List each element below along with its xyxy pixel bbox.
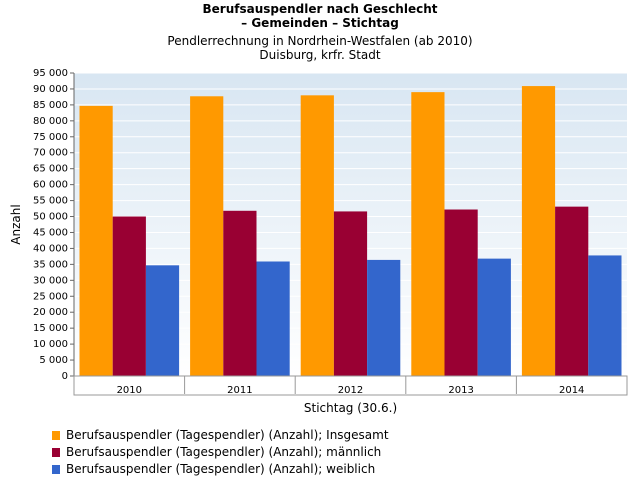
y-tick-label: 20 000	[33, 307, 68, 318]
chart-subtitle-line-1: Pendlerrechnung in Nordrhein-Westfalen (…	[167, 34, 473, 48]
bar-2012-s0	[300, 95, 334, 376]
bar-2010-s0	[79, 105, 113, 377]
y-tick-label: 40 000	[33, 243, 68, 254]
y-tick-label: 15 000	[33, 323, 68, 334]
legend-swatch-orange	[52, 430, 60, 440]
legend-label-maennlich: Berufsauspendler (Tagespendler) (Anzahl)…	[66, 445, 382, 459]
bar-2011-s1	[223, 210, 257, 376]
bar-2014-s0	[521, 86, 556, 376]
y-tick-label: 90 000	[33, 84, 68, 95]
x-tick-label: 2011	[227, 385, 252, 396]
y-tick-label: 70 000	[33, 148, 68, 159]
y-tick-label: 0	[62, 371, 68, 382]
y-tick-label: 80 000	[33, 116, 68, 127]
bar-2011-s2	[256, 261, 290, 376]
x-axis-band	[73, 375, 628, 396]
y-tick-label: 35 000	[33, 259, 68, 270]
bar-2010-s1	[112, 216, 146, 376]
x-tick-label: 2010	[117, 385, 142, 396]
bar-2013-s2	[477, 258, 511, 376]
y-tick-label: 5 000	[39, 355, 68, 366]
x-tick-label: 2012	[338, 385, 363, 396]
legend-item-weiblich: Berufsauspendler (Tagespendler) (Anzahl)…	[52, 462, 375, 476]
bar-2012-s2	[367, 259, 401, 376]
bar-2013-s1	[444, 209, 478, 376]
y-tick-label: 25 000	[33, 291, 68, 302]
y-tick-label: 50 000	[33, 212, 68, 223]
y-tick-label: 65 000	[33, 164, 68, 175]
legend-swatch-red	[52, 447, 60, 457]
y-tick-label: 75 000	[33, 132, 68, 143]
bar-chart: 0 5 000 10 000 15 000 20 000 25 000 30 000 35 0…	[9, 68, 628, 415]
y-tick-label: 85 000	[33, 100, 68, 111]
legend-item-insgesamt: Berufsauspendler (Tagespendler) (Anzahl)…	[52, 428, 389, 442]
y-tick-label: 10 000	[33, 339, 68, 350]
bar-2014-s1	[555, 206, 589, 376]
bar-2011-s0	[190, 96, 224, 377]
legend-swatch-blue	[52, 464, 60, 474]
y-axis-label: Anzahl	[9, 204, 23, 244]
bar-2013-s0	[411, 92, 445, 376]
bar-2010-s2	[145, 265, 180, 376]
x-tick-label: 2014	[559, 385, 584, 396]
bar-2014-s2	[588, 255, 622, 376]
x-tick-label: 2013	[448, 385, 473, 396]
legend-item-maennlich: Berufsauspendler (Tagespendler) (Anzahl)…	[52, 445, 381, 459]
legend-label-insgesamt: Berufsauspendler (Tagespendler) (Anzahl)…	[66, 428, 389, 442]
y-tick-label: 95 000	[33, 68, 68, 79]
y-tick-label: 30 000	[33, 275, 68, 286]
y-tick-label: 60 000	[33, 180, 68, 191]
legend-label-weiblich: Berufsauspendler (Tagespendler) (Anzahl)…	[66, 462, 376, 476]
chart-title-line-2: – Gemeinden – Stichtag	[241, 16, 399, 30]
x-axis-label: Stichtag (30.6.)	[304, 401, 397, 415]
y-tick-label: 45 000	[33, 227, 68, 238]
chart-subtitle-line-2: Duisburg, krfr. Stadt	[259, 48, 381, 62]
bar-2012-s1	[333, 211, 368, 376]
chart-title-line-1: Berufsauspendler nach Geschlecht	[202, 2, 438, 16]
y-tick-label: 55 000	[33, 196, 68, 207]
